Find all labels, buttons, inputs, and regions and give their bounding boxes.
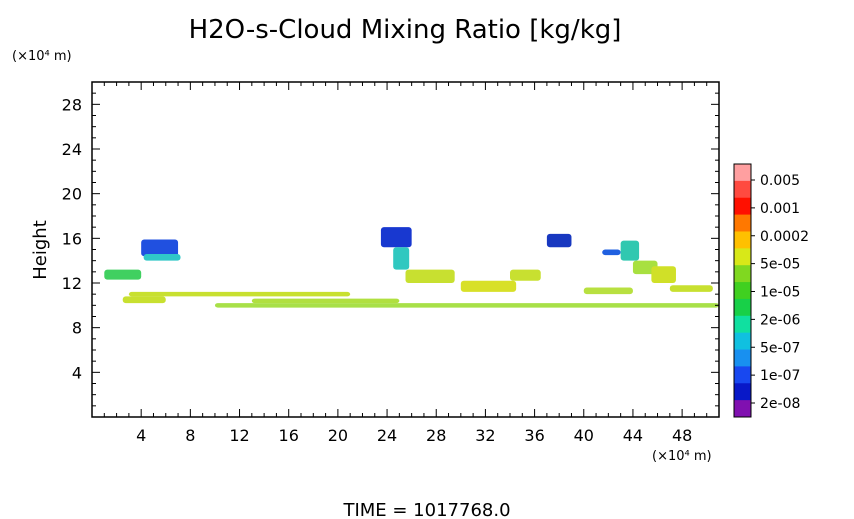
- x-tick-label: 20: [328, 426, 348, 445]
- y-tick-label: 8: [72, 319, 82, 338]
- y-unit-label: (×10⁴ m): [12, 49, 72, 64]
- cloud-region-17: [669, 285, 713, 292]
- x-tick-label: 4: [136, 426, 146, 445]
- colorbar-swatch: [734, 383, 751, 401]
- x-tick-label: 40: [574, 426, 594, 445]
- y-tick-label: 4: [72, 363, 82, 382]
- colorbar-label: 5e-05: [760, 257, 800, 273]
- x-tick-label: 16: [279, 426, 299, 445]
- colorbar-swatch: [734, 180, 751, 199]
- cloud-region-10: [460, 280, 517, 292]
- x-tick-label: 12: [229, 426, 249, 445]
- cloud-regions: [104, 227, 720, 308]
- y-tick-label: 24: [62, 140, 82, 159]
- y-axis-ticks: 4 8 12 16 20 24 28: [62, 92, 719, 407]
- colorbar-swatch: [734, 214, 751, 232]
- colorbar-label: 1e-07: [760, 368, 800, 384]
- x-axis-ticks: 4 8 12 16 20 24 28 32 36 40 44 48: [103, 82, 708, 445]
- cloud-region-16: [651, 266, 676, 283]
- x-tick-label: 32: [475, 426, 495, 445]
- colorbar-label: 0.0002: [760, 229, 809, 245]
- x-tick-label: 8: [185, 426, 195, 445]
- colorbar-label: 0.001: [760, 201, 800, 217]
- cloud-region-11: [510, 269, 541, 281]
- colorbar-swatch: [734, 349, 751, 367]
- x-tick-label: 36: [524, 426, 544, 445]
- x-tick-label: 44: [623, 426, 643, 445]
- x-unit-label: (×10⁴ m): [652, 449, 712, 464]
- cloud-region-0: [214, 303, 720, 308]
- colorbar-label: 0.005: [760, 173, 800, 189]
- colorbar-swatch: [734, 366, 751, 384]
- cloud-region-14: [620, 240, 640, 261]
- cloud-region-8: [393, 247, 410, 270]
- chart-title: H2O-s-Cloud Mixing Ratio [kg/kg]: [189, 15, 622, 45]
- y-tick-label: 12: [62, 274, 82, 293]
- cloud-region-18: [583, 287, 633, 295]
- colorbar-swatch: [734, 332, 751, 351]
- y-tick-label: 16: [62, 229, 82, 248]
- cloud-region-1: [128, 291, 351, 297]
- colorbar-swatch: [734, 197, 751, 216]
- colorbar-swatch: [734, 315, 751, 334]
- x-tick-label: 24: [377, 426, 397, 445]
- colorbar-swatch: [734, 164, 751, 182]
- y-axis-label: Height: [30, 220, 51, 280]
- y-tick-label: 20: [62, 185, 82, 204]
- colorbar-label: 2e-06: [760, 312, 800, 328]
- colorbar-swatch: [734, 298, 751, 317]
- cloud-region-13: [602, 249, 621, 256]
- colorbar-swatch: [734, 248, 751, 266]
- cloud-region-9: [405, 269, 455, 283]
- time-label: TIME = 1017768.0: [342, 500, 510, 519]
- colorbar-label: 2e-08: [760, 396, 800, 412]
- cloud-region-12: [546, 233, 572, 248]
- cloud-region-5: [141, 239, 179, 257]
- x-tick-label: 28: [426, 426, 446, 445]
- cloud-region-6: [143, 253, 181, 261]
- colorbar-frame: [733, 163, 752, 418]
- y-tick-label: 28: [62, 95, 82, 114]
- colorbar-swatch: [734, 400, 751, 418]
- colorbar-swatch: [734, 231, 751, 249]
- cloud-region-4: [104, 269, 142, 280]
- colorbar-label: 1e-05: [760, 285, 800, 301]
- x-tick-label: 48: [672, 426, 692, 445]
- colorbar-label: 5e-07: [760, 340, 800, 356]
- colorbar: 0.005 0.001 0.0002 5e-05 1e-05 2e-06 5e-07 1e-0…: [733, 163, 809, 418]
- cloud-region-3: [122, 296, 166, 304]
- colorbar-swatch: [734, 265, 751, 283]
- cloud-region-7: [380, 227, 412, 248]
- cloud-region-2: [251, 298, 400, 304]
- colorbar-swatch: [734, 282, 751, 300]
